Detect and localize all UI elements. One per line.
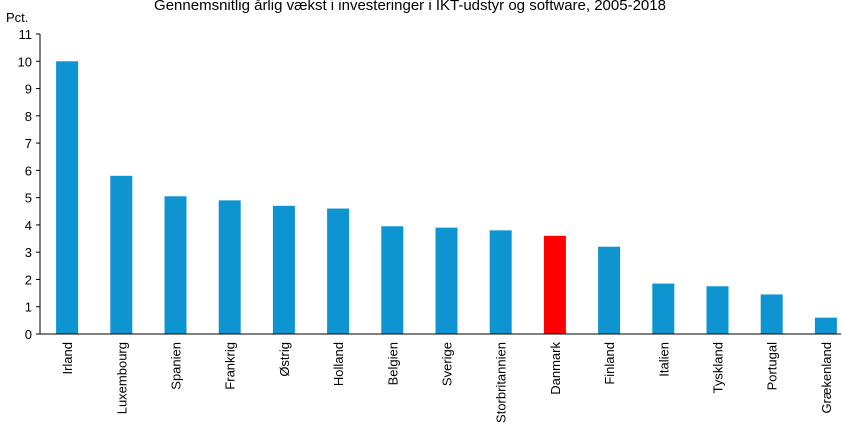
bar	[706, 286, 729, 334]
bar	[489, 230, 512, 334]
x-tick-label: Belgien	[385, 342, 400, 385]
x-tick-label: Finland	[602, 342, 617, 385]
bar	[760, 294, 783, 334]
y-tick-label: 5	[25, 191, 32, 206]
x-tick-label: Sverige	[440, 342, 455, 386]
x-tick-label: Holland	[331, 342, 346, 386]
bar	[598, 246, 621, 334]
x-tick-label: Tyskland	[711, 342, 726, 393]
bar	[110, 175, 133, 334]
chart-title: Gennemsnitlig årlig vækst i investeringe…	[154, 0, 666, 14]
bar	[164, 196, 187, 334]
bar	[814, 317, 837, 334]
y-tick-label: 10	[18, 54, 32, 69]
bar	[272, 205, 295, 334]
bar	[652, 283, 675, 334]
y-axis-label: Pct.	[6, 10, 28, 25]
x-tick-label: Portugal	[765, 342, 780, 391]
x-tick-label: Spanien	[169, 342, 184, 390]
y-tick-label: 1	[25, 300, 32, 315]
y-tick-label: 4	[25, 218, 32, 233]
y-tick-label: 9	[25, 82, 32, 97]
y-tick-label: 3	[25, 245, 32, 260]
x-tick-label: Irland	[60, 342, 75, 375]
x-tick-label: Frankrig	[223, 342, 238, 390]
x-tick-label: Grækenland	[819, 342, 834, 414]
x-tick-label: Luxembourg	[114, 342, 129, 414]
x-tick-label: Italien	[656, 342, 671, 377]
x-tick-label: Østrig	[277, 342, 292, 377]
x-tick-label: Storbritannien	[494, 342, 509, 423]
y-tick-label: 11	[19, 27, 33, 42]
bar	[218, 200, 241, 334]
bar	[543, 235, 566, 334]
bar	[327, 208, 350, 334]
bar	[435, 227, 458, 334]
bar	[381, 226, 404, 334]
y-tick-label: 8	[25, 109, 32, 124]
x-tick-label: Danmark	[548, 342, 563, 395]
y-tick-label: 7	[25, 136, 32, 151]
y-tick-label: 6	[25, 163, 32, 178]
y-tick-label: 0	[25, 327, 32, 342]
y-tick-label: 2	[25, 272, 32, 287]
bar	[56, 61, 79, 334]
